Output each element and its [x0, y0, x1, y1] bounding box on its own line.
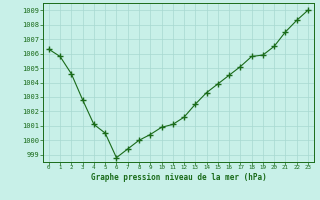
X-axis label: Graphe pression niveau de la mer (hPa): Graphe pression niveau de la mer (hPa) — [91, 173, 266, 182]
